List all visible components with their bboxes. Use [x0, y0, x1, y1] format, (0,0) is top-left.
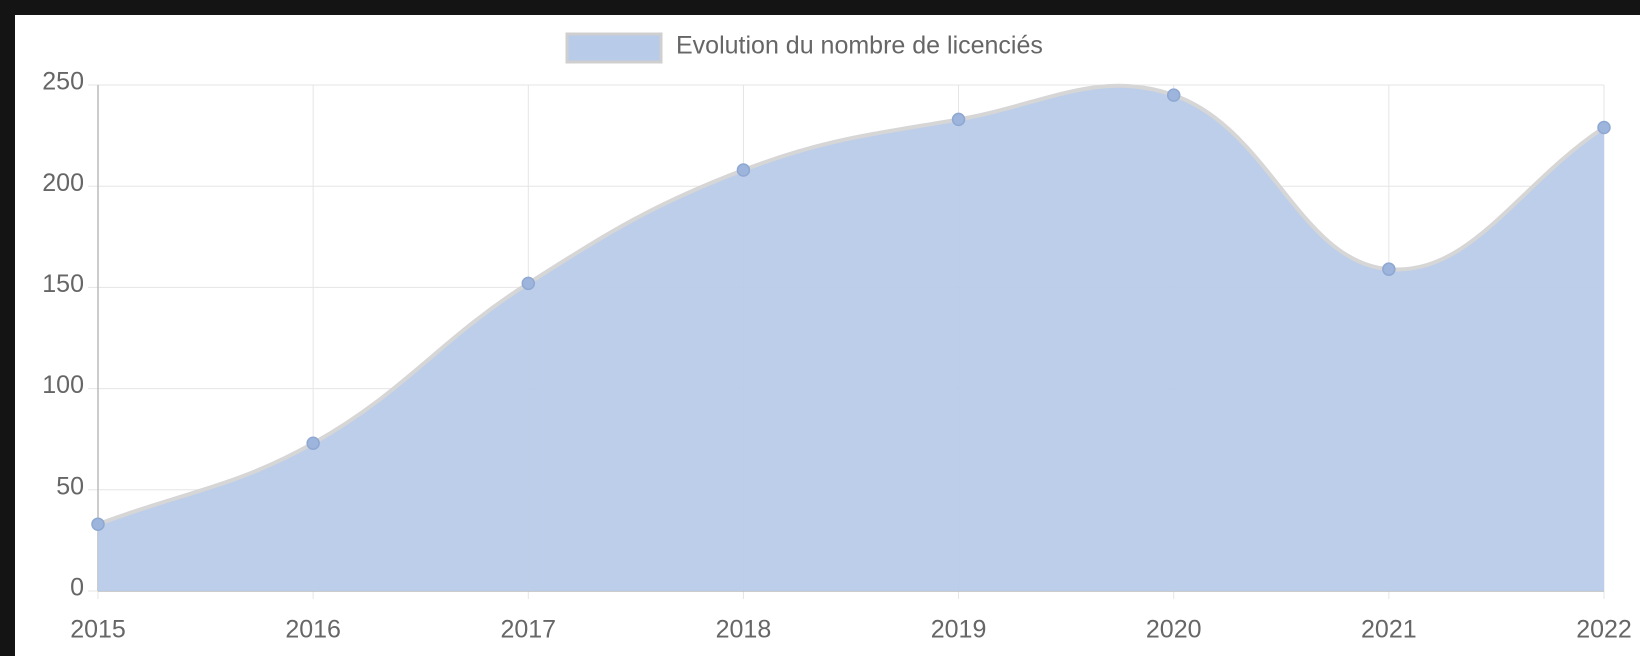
x-tick-label: 2018	[716, 616, 772, 644]
x-tick-label: 2022	[1576, 616, 1632, 644]
y-tick-label: 50	[56, 472, 84, 500]
y-tick-label: 250	[42, 68, 84, 96]
x-tick-label: 2016	[285, 616, 341, 644]
area-line	[97, 83, 1606, 527]
y-tick-label: 0	[70, 574, 84, 602]
data-point	[951, 112, 966, 127]
y-tick-label: 150	[42, 270, 84, 298]
data-point	[521, 276, 536, 291]
data-point	[91, 517, 105, 531]
legend-swatch	[565, 32, 663, 64]
data-point	[1597, 120, 1611, 135]
data-point	[1382, 262, 1396, 276]
data-point	[1166, 88, 1181, 102]
x-tick-label: 2015	[70, 616, 126, 644]
legend-label: Evolution du nombre de licenciés	[676, 32, 1043, 60]
x-tick-label: 2021	[1361, 616, 1417, 644]
y-tick-label: 100	[42, 371, 84, 399]
data-point	[306, 436, 320, 450]
area-fill	[98, 85, 1604, 591]
x-tick-label: 2020	[1146, 616, 1202, 644]
data-point	[736, 163, 751, 177]
y-tick-label: 200	[42, 169, 84, 197]
x-tick-label: 2019	[931, 616, 987, 644]
x-tick-label: 2017	[500, 616, 556, 644]
